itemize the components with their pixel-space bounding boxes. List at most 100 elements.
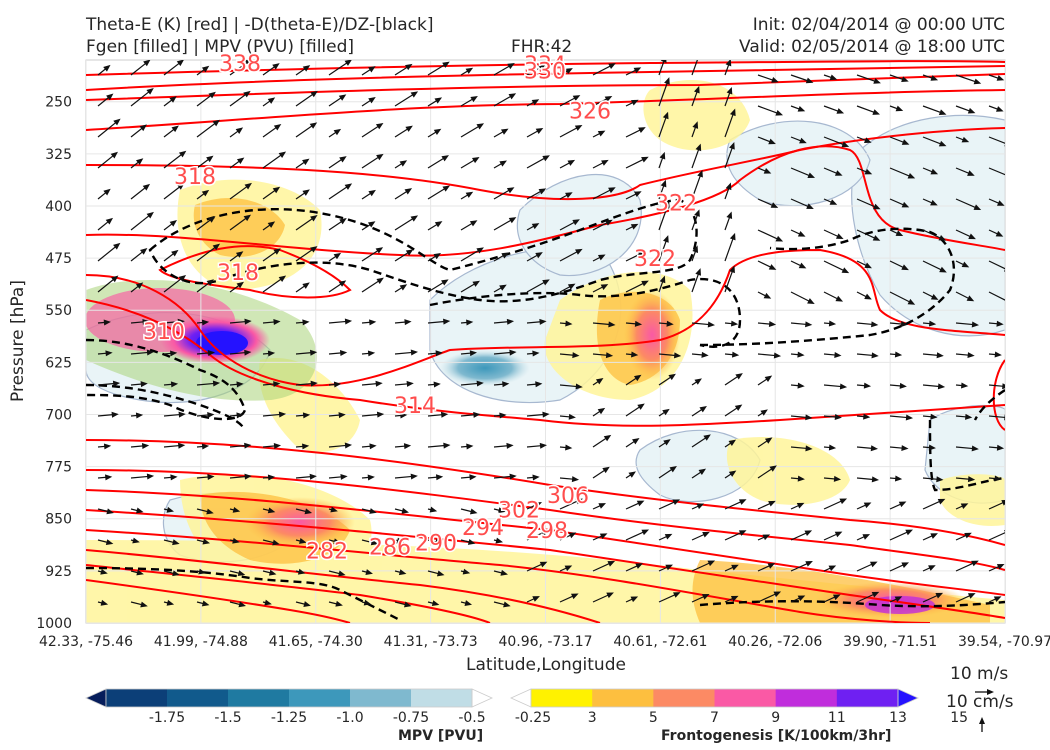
- wind-vector-head: [763, 168, 772, 174]
- wind-vector-head: [207, 474, 215, 481]
- wind-vector-head: [773, 591, 782, 598]
- wind-vector-head: [206, 279, 214, 286]
- wind-vector-head: [961, 261, 970, 268]
- wind-vector-head: [539, 318, 547, 325]
- wind-vector-head: [936, 476, 944, 483]
- wind-vector-head: [501, 252, 509, 259]
- theta-e-contour-label: 306: [547, 484, 589, 509]
- wind-vector-head: [339, 218, 347, 225]
- wind-vector-head: [177, 183, 185, 190]
- y-tick-label: 700: [45, 407, 72, 423]
- wind-vector-head: [775, 235, 784, 242]
- wind-vector-head: [369, 319, 377, 326]
- wind-vector-head: [333, 538, 341, 545]
- wind-vector-head: [363, 599, 372, 606]
- wind-vector-head: [1004, 414, 1005, 421]
- wind-vector-head: [333, 128, 342, 136]
- wind-vector-head: [930, 168, 939, 175]
- wind-vector-head: [726, 211, 733, 220]
- wind-vector-head: [476, 380, 484, 387]
- wind-vector-head: [894, 475, 903, 482]
- wind-vector-head: [169, 219, 178, 227]
- wind-vector-head: [564, 565, 573, 572]
- wind-vector-head: [805, 561, 813, 567]
- wind-vector-head: [930, 533, 938, 539]
- wind-vector-head: [996, 563, 1005, 570]
- wind-vector-head: [928, 565, 936, 571]
- wind-vector-head: [660, 60, 667, 63]
- wind-vector: [724, 268, 735, 293]
- wind-vector-head: [804, 530, 813, 537]
- wind-vector-head: [506, 442, 514, 449]
- wind-vector-head: [396, 537, 405, 544]
- wind-vector-head: [539, 442, 547, 449]
- wind-vector-head: [641, 529, 650, 536]
- wind-vector-head: [864, 293, 872, 300]
- wind-vector-head: [105, 539, 114, 546]
- wind-vector-head: [936, 352, 944, 359]
- wind-vector-head: [664, 533, 673, 540]
- stability-contour-lines: [86, 198, 1005, 622]
- wind-vector-head: [469, 474, 477, 481]
- wind-vector-head: [637, 251, 646, 258]
- wind-vector-head: [571, 476, 580, 483]
- stability-contour: [429, 277, 742, 348]
- wind-vector-head: [267, 221, 276, 228]
- wind-vector-head: [770, 202, 779, 208]
- wind-vector-head: [907, 298, 916, 305]
- wind-vector-head: [243, 214, 252, 222]
- wind-vector-head: [666, 320, 674, 327]
- wind-vector-head: [971, 321, 980, 328]
- theta-e-contour: [86, 73, 1005, 101]
- wind-vector-head: [410, 91, 419, 98]
- wind-vector-head: [171, 125, 179, 133]
- wind-vector-head: [367, 474, 375, 481]
- wind-vector: [955, 198, 979, 210]
- wind-vector-head: [375, 122, 384, 130]
- wind-vector-head: [278, 151, 287, 159]
- wind-vector-head: [267, 97, 276, 104]
- wind-vector-head: [206, 508, 214, 515]
- wind-vector-head: [570, 593, 579, 600]
- theta-e-contour: [86, 65, 1005, 91]
- wind-vector-head: [601, 159, 609, 166]
- wind-vector-head: [434, 538, 443, 545]
- wind-vector-head: [443, 318, 451, 325]
- y-axis-label: Pressure [hPa]: [8, 280, 28, 402]
- wind-vector: [229, 60, 251, 76]
- wind-vector-head: [863, 413, 871, 420]
- wind-vector-head: [310, 215, 318, 222]
- theta-e-contour-label: 338: [219, 52, 261, 77]
- wind-vector-head: [236, 412, 244, 419]
- wind-vector-head: [995, 230, 1004, 237]
- wind-vector-head: [499, 284, 507, 291]
- wind-vector-head: [895, 105, 904, 112]
- wind-vector-head: [172, 539, 180, 546]
- wind-vector-head: [111, 411, 119, 418]
- wind-vector-head: [967, 107, 976, 114]
- fgen-colorbar-segment: [592, 689, 654, 707]
- theta-e-contour: [86, 439, 1005, 546]
- wind-vector-head: [841, 267, 850, 274]
- y-tick-label: 850: [45, 512, 72, 528]
- wind-vector-head: [938, 140, 947, 147]
- wind-vector-head: [971, 560, 979, 567]
- wind-vector: [97, 120, 119, 138]
- wind-vector-head: [111, 275, 119, 283]
- wind-vector-head: [172, 570, 180, 577]
- wind-vector-head: [502, 381, 510, 388]
- theta-e-contour-label: 322: [655, 191, 697, 216]
- wind-vector-head: [630, 99, 639, 106]
- wind-vector-head: [834, 170, 843, 176]
- wind-vector-head: [630, 223, 639, 230]
- x-tick-label: 41.31, -73.73: [384, 634, 478, 650]
- wind-vector-head: [333, 252, 342, 260]
- wind-vector-head: [605, 352, 614, 359]
- wind-vector-head: [368, 66, 376, 73]
- y-tick-label: 925: [45, 564, 72, 580]
- title-line-2: Fgen [filled] | MPV (PVU) [filled]: [86, 37, 355, 57]
- wind-vector-head: [344, 60, 352, 66]
- wind-vector-head: [176, 60, 184, 67]
- wind-vector-head: [698, 468, 707, 476]
- wind-vector-head: [996, 444, 1005, 451]
